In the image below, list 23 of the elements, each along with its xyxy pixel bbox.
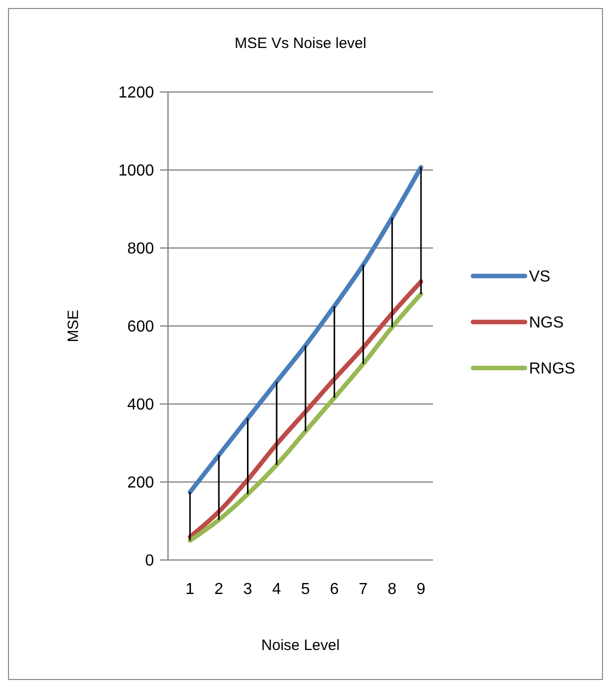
x-axis-title: Noise Level — [261, 637, 340, 654]
y-tick-label: 200 — [127, 474, 154, 492]
y-tick-label: 400 — [127, 396, 154, 414]
y-tick-label: 1200 — [118, 84, 154, 102]
y-tick-label: 1000 — [118, 162, 154, 180]
legend-label: NGS — [529, 314, 564, 332]
y-tick-label: 0 — [145, 552, 154, 570]
legend-label: VS — [529, 268, 550, 286]
x-tick-label: 2 — [214, 581, 224, 598]
x-tick-label: 9 — [416, 581, 426, 598]
x-tick-label: 3 — [243, 581, 252, 598]
x-tick-label: 8 — [388, 581, 397, 598]
y-tick-label: 800 — [127, 240, 154, 258]
x-tick-label: 7 — [358, 581, 368, 598]
line-series — [188, 165, 424, 494]
x-tick-label: 6 — [330, 581, 339, 598]
x-tick-label: 5 — [301, 581, 310, 598]
chart-title: MSE Vs Noise level — [234, 35, 366, 52]
x-tick-label: 4 — [272, 581, 282, 598]
legend-label: RNGS — [529, 360, 576, 378]
x-tick-label: 1 — [186, 581, 195, 598]
y-tick-label: 600 — [127, 318, 154, 336]
y-axis-title: MSE — [65, 310, 82, 342]
